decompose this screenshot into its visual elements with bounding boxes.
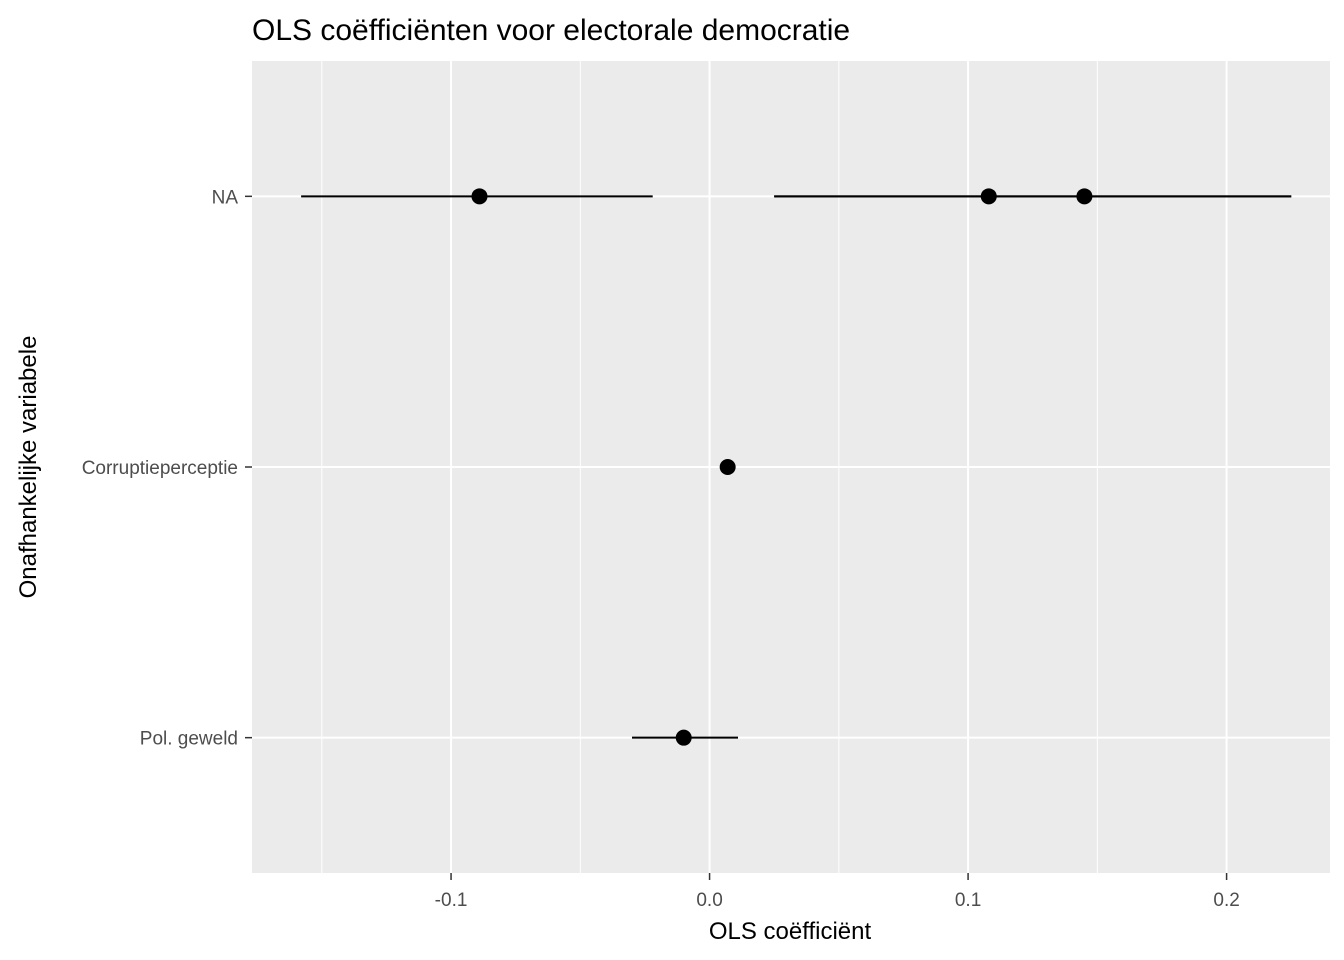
x-tick-label: -0.1 [435,890,468,911]
y-tick-label: NA [212,187,239,208]
data-point [471,188,488,205]
y-tick-label: Pol. geweld [140,729,238,750]
x-axis-title: OLS coëfficiënt [709,918,872,945]
data-point [675,729,692,746]
x-tick-label: 0.2 [1213,890,1239,911]
data-point [1076,188,1093,205]
y-axis: NA Corruptieperceptie Pol. geweld [82,187,252,750]
data-marks [301,188,1292,746]
data-point [719,459,736,475]
y-axis-title: Onafhankelijke variabele [15,336,42,599]
x-tick-label: 0.0 [696,890,722,911]
data-point [980,188,997,205]
x-axis: -0.1 0.0 0.1 0.2 [435,873,1240,911]
y-tick-label: Corruptieperceptie [82,458,238,479]
x-tick-label: 0.1 [955,890,981,911]
chart-title: OLS coëfficiënten voor electorale democr… [252,14,850,47]
